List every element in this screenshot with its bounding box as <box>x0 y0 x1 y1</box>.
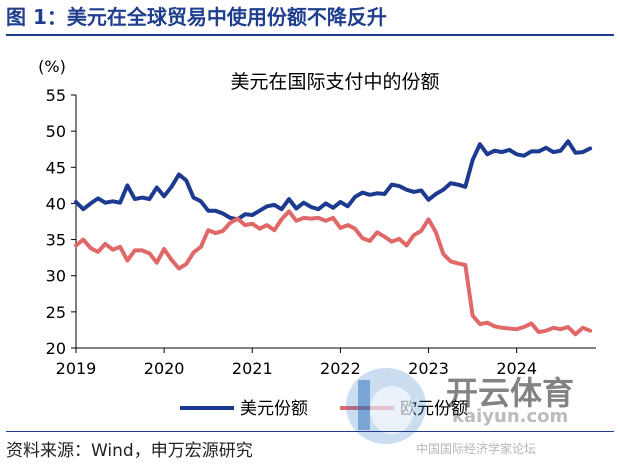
series-layer <box>74 139 593 337</box>
chart-axes: 20 25 30 35 40 45 50 55 2019 2020 2021 2022 2023 2024 <box>46 86 596 378</box>
y-axis-unit-label: (%) <box>38 57 66 76</box>
y-tick-label: 40 <box>46 194 66 213</box>
source-note: 资料来源：Wind，申万宏源研究 <box>6 441 253 461</box>
legend-label-usd: 美元份额 <box>240 399 308 419</box>
legend-label-eur: 欧元份额 <box>400 399 468 419</box>
watermark-domain: kaiyun.com <box>452 406 569 427</box>
y-tick-label: 30 <box>46 267 66 286</box>
watermark-brand: 开云体育 <box>446 374 575 412</box>
y-tick-label: 20 <box>46 339 66 358</box>
x-tick-label: 2022 <box>320 359 361 378</box>
chart-legend: 美元份额 欧元份额 <box>180 399 468 419</box>
figure-title: 图 1：美元在全球贸易中使用份额不降反升 <box>6 5 387 29</box>
x-tick-label: 2021 <box>232 359 273 378</box>
x-tick-label: 2023 <box>408 359 449 378</box>
watermark-subtext: 中国国际经济学家论坛 <box>416 442 537 456</box>
watermark-logo <box>346 368 426 444</box>
usd-share-line <box>74 139 593 222</box>
x-tick-label: 2020 <box>144 359 185 378</box>
y-tick-label: 50 <box>46 122 66 141</box>
y-tick-label: 45 <box>46 158 66 177</box>
footer-divider <box>6 431 614 432</box>
usd-share-line-chart: 美元在国际支付中的份额 (%) 20 25 30 35 40 45 50 55 2019 2020… <box>38 57 596 419</box>
x-tick-label: 2019 <box>56 359 97 378</box>
chart-title: 美元在国际支付中的份额 <box>230 71 439 93</box>
title-divider <box>6 34 614 36</box>
y-tick-label: 35 <box>46 231 66 250</box>
y-tick-label: 25 <box>46 303 66 322</box>
x-tick-label: 2024 <box>496 359 537 378</box>
eur-share-line <box>74 209 593 337</box>
y-tick-label: 55 <box>46 86 66 105</box>
